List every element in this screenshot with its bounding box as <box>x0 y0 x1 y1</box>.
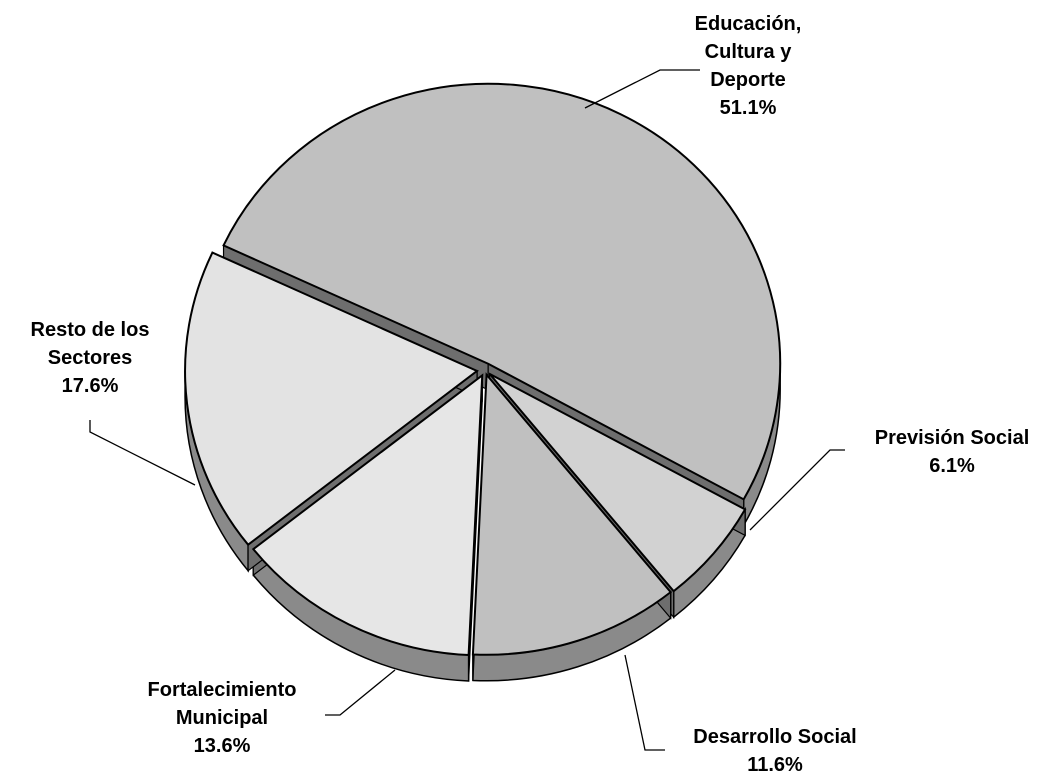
slice-0 <box>222 82 782 501</box>
pie-slices <box>184 82 782 657</box>
leader-line-0 <box>584 69 700 109</box>
slice-name-line-2-0: Desarrollo Social <box>693 726 856 748</box>
slice-3 <box>251 373 484 657</box>
leader-line-1 <box>749 449 845 531</box>
slice-label-1: Previsión Social 6.1% <box>875 427 1030 477</box>
slice-value-2: 11.6% <box>747 754 803 776</box>
leader-line-4 <box>89 420 196 486</box>
slice-name-line-3-1: Municipal <box>176 707 268 729</box>
slice-labels: Educación, Cultura y Deporte 51.1% Previsión… <box>31 13 1030 776</box>
slice-value-0: 51.1% <box>720 97 777 119</box>
leader-line-3 <box>325 669 396 716</box>
slice-4 <box>184 251 480 547</box>
slice-name-line-4-1: Sectores <box>48 347 133 369</box>
slice-name-line-0-1: Cultura y <box>705 41 793 63</box>
slice-value-1: 6.1% <box>929 455 975 477</box>
slice-value-3: 13.6% <box>194 735 251 757</box>
slice-1 <box>488 372 747 593</box>
leader-line-2 <box>624 654 665 751</box>
slice-name-line-1-0: Previsión Social <box>875 427 1030 449</box>
slice-label-0: Educación, Cultura y Deporte 51.1% <box>695 13 802 119</box>
slice-name-line-0-2: Deporte <box>710 69 786 91</box>
slice-name-line-0-0: Educación, <box>695 13 802 35</box>
slice-name-line-4-0: Resto de los <box>31 319 150 341</box>
slice-label-4: Resto de los Sectores 17.6% <box>31 319 150 397</box>
slice-value-4: 17.6% <box>62 375 119 397</box>
slice-label-2: Desarrollo Social 11.6% <box>693 726 856 776</box>
slice-2 <box>471 372 673 656</box>
leader-lines <box>89 69 845 751</box>
slice-label-3: Fortalecimiento Municipal 13.6% <box>148 679 297 757</box>
slice-name-line-3-0: Fortalecimiento <box>148 679 297 701</box>
